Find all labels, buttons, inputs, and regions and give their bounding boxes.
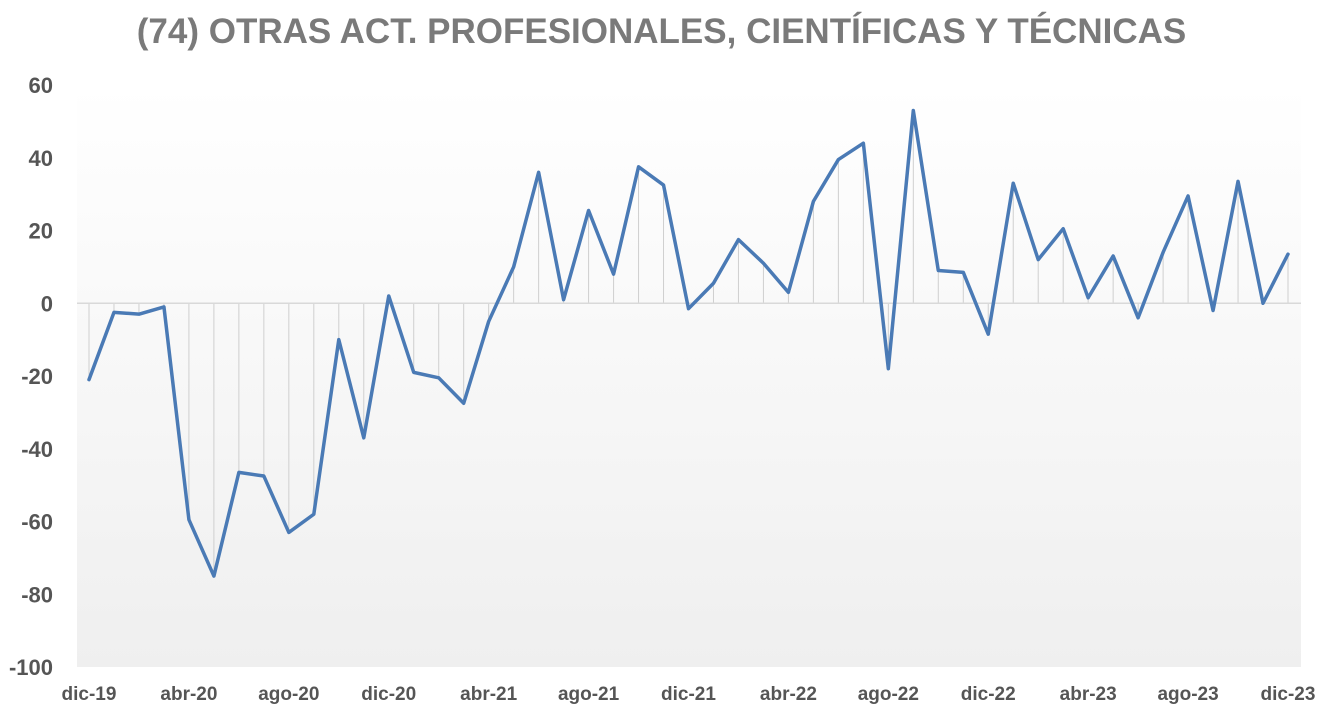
y-tick-label: -60 bbox=[21, 510, 53, 535]
y-tick-label: -100 bbox=[9, 655, 53, 680]
x-tick-label: ago-20 bbox=[258, 684, 319, 705]
x-tick-label: dic-20 bbox=[361, 684, 416, 705]
x-tick-label: dic-22 bbox=[961, 684, 1016, 705]
x-tick-label: dic-19 bbox=[62, 684, 117, 705]
x-tick-label: dic-21 bbox=[661, 684, 716, 705]
y-axis-ticks: 60 40 20 0 -20 -40 -60 -80 -100 bbox=[9, 73, 53, 680]
x-tick-label: ago-23 bbox=[1157, 684, 1218, 705]
x-tick-label: dic-23 bbox=[1261, 684, 1316, 705]
y-tick-label: 20 bbox=[29, 219, 53, 244]
x-tick-label: abr-21 bbox=[460, 684, 517, 705]
x-tick-label: abr-20 bbox=[160, 684, 217, 705]
chart-title: (74) OTRAS ACT. PROFESIONALES, CIENTÍFIC… bbox=[136, 12, 1187, 51]
x-tick-label: ago-21 bbox=[558, 684, 620, 705]
y-tick-label: 60 bbox=[29, 73, 53, 98]
y-tick-label: 40 bbox=[29, 146, 53, 171]
y-tick-label: 0 bbox=[41, 291, 53, 316]
y-tick-label: -20 bbox=[21, 364, 53, 389]
series-line bbox=[87, 108, 1290, 578]
x-tick-label: abr-22 bbox=[760, 684, 817, 705]
y-tick-label: -40 bbox=[21, 437, 53, 462]
x-tick-label: abr-23 bbox=[1060, 684, 1117, 705]
x-axis-ticks: dic-19 abr-20 ago-20 dic-20 abr-21 ago-21 dic-… bbox=[62, 684, 1316, 705]
plot-area bbox=[77, 85, 1301, 667]
y-tick-label: -80 bbox=[21, 582, 53, 607]
x-tick-label: ago-22 bbox=[858, 684, 919, 705]
